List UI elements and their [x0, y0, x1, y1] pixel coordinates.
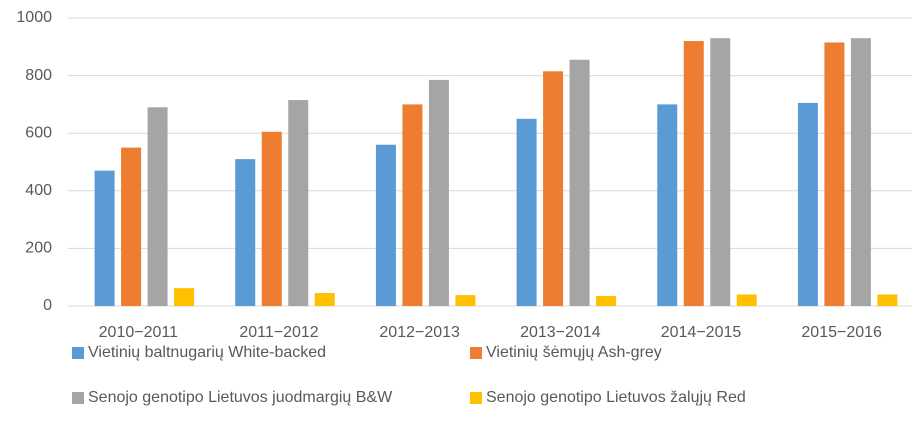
bar — [736, 294, 757, 306]
bar — [121, 147, 142, 306]
bar — [850, 38, 871, 306]
x-tick-label: 2010−2011 — [99, 324, 178, 341]
y-tick-label: 1000 — [16, 9, 52, 26]
legend-label: Vietinių šėmųjų Ash-grey — [486, 344, 662, 361]
legend-swatch — [470, 392, 482, 404]
bar — [174, 288, 195, 306]
legend-label: Senojo genotipo Lietuvos žalųjų Red — [486, 389, 746, 406]
bar — [402, 104, 423, 307]
y-tick-label: 200 — [25, 240, 52, 257]
y-tick-label: 800 — [25, 67, 52, 84]
legend-swatch — [470, 347, 482, 359]
bar — [516, 118, 537, 306]
bar — [235, 159, 256, 306]
bar — [94, 170, 115, 306]
bar — [314, 293, 335, 306]
legend-swatch — [72, 392, 84, 404]
bar — [455, 295, 476, 306]
bar — [261, 131, 282, 306]
bar — [569, 59, 590, 307]
y-tick-label: 0 — [43, 297, 52, 314]
bar — [147, 107, 168, 306]
bar — [543, 71, 564, 306]
x-tick-label: 2015−2016 — [801, 324, 882, 341]
bar — [797, 102, 818, 307]
bar — [710, 38, 731, 306]
bar — [596, 295, 617, 306]
legend-label: Vietinių baltnugarių White-backed — [88, 344, 326, 361]
legend-label: Senojo genotipo Lietuvos juodmargių B&W — [88, 389, 393, 406]
y-tick-label: 400 — [25, 182, 52, 199]
legend-swatch — [72, 347, 84, 359]
bar — [375, 144, 396, 306]
bar — [683, 41, 704, 306]
x-tick-label: 2014−2015 — [661, 324, 742, 341]
bar — [824, 42, 845, 306]
bar — [288, 100, 309, 306]
x-tick-label: 2011−2012 — [239, 324, 318, 341]
bar — [877, 294, 898, 306]
x-tick-label: 2013−2014 — [520, 324, 601, 341]
bar — [657, 104, 678, 307]
bar — [428, 79, 449, 306]
x-tick-label: 2012−2013 — [379, 324, 460, 341]
y-tick-label: 600 — [25, 124, 52, 141]
